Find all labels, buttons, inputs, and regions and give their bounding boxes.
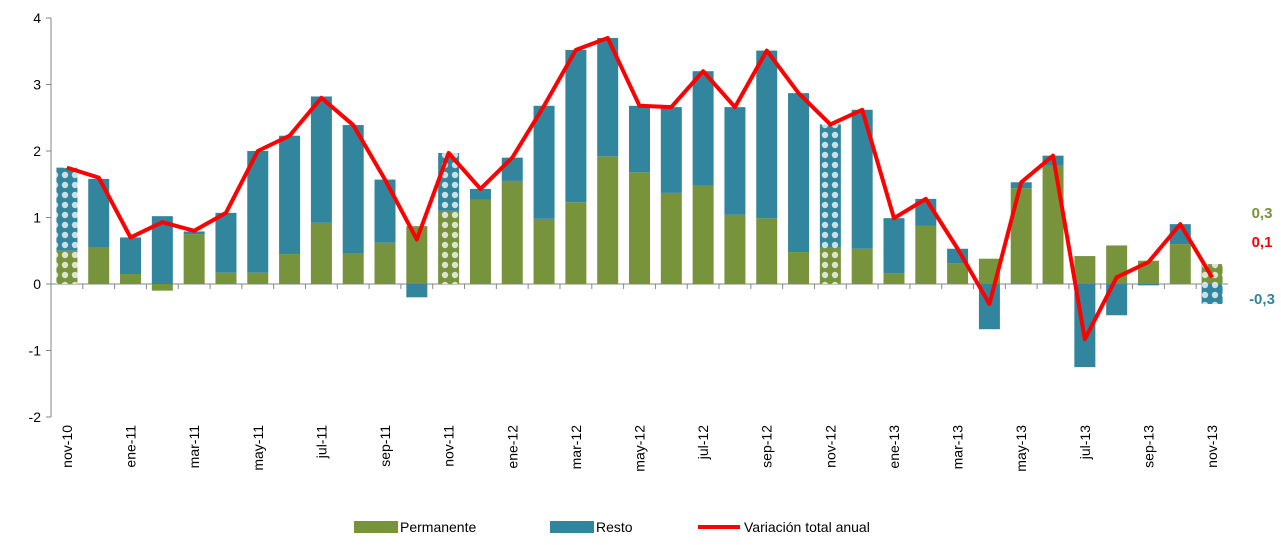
x-tick-label: jul-11: [313, 425, 329, 459]
bar: [533, 105, 555, 219]
bar: [851, 109, 873, 249]
bar: [851, 248, 873, 284]
annotation: -0,3: [1249, 291, 1275, 308]
bar: [724, 107, 746, 215]
x-tick-label: sep-11: [377, 425, 393, 467]
bar: [247, 272, 269, 284]
bar: [310, 96, 332, 223]
bar: [819, 124, 841, 248]
bar: [565, 49, 587, 203]
bar: [1042, 165, 1064, 284]
bar: [788, 93, 810, 253]
x-tick-label: sep-12: [759, 425, 775, 468]
legend-label: Variación total anual: [744, 519, 870, 535]
x-tick-label: ene-11: [123, 425, 139, 468]
bar: [215, 212, 237, 273]
bar: [692, 185, 714, 284]
bar: [756, 218, 778, 284]
bar: [915, 225, 937, 284]
x-tick-label: nov-10: [59, 425, 75, 468]
bar: [629, 105, 650, 173]
x-tick-label: mar-13: [950, 425, 966, 470]
bar: [120, 237, 142, 275]
legend-swatch: [354, 521, 398, 533]
bar: [374, 179, 396, 243]
bar: [1137, 284, 1159, 286]
x-tick-label: nov-11: [441, 425, 457, 467]
bar: [883, 218, 905, 274]
legend-swatch: [550, 521, 594, 533]
bar: [947, 263, 969, 284]
x-tick-label: mar-11: [186, 425, 202, 469]
bar: [469, 199, 491, 284]
bar: [88, 247, 110, 284]
bar: [756, 50, 778, 219]
x-tick-label: jul-12: [695, 425, 711, 460]
bar: [342, 253, 364, 284]
bar: [565, 202, 587, 284]
bar: [597, 37, 619, 157]
x-tick-label: nov-13: [1204, 425, 1220, 468]
bar: [819, 247, 841, 284]
bar: [533, 218, 555, 284]
bar: [469, 188, 491, 200]
y-tick-label: 1: [33, 210, 41, 226]
bar: [501, 157, 523, 181]
x-tick-label: ene-12: [504, 425, 520, 469]
x-tick-label: mar-12: [568, 425, 584, 470]
legend-label: Resto: [596, 519, 633, 535]
bar: [406, 226, 428, 284]
bar: [374, 242, 396, 284]
bar: [279, 135, 301, 255]
bar: [151, 284, 173, 291]
legend-label: Permanente: [400, 519, 476, 535]
x-tick-label: nov-12: [822, 425, 838, 468]
x-tick-label: sep-13: [1140, 425, 1156, 468]
bar: [692, 71, 714, 186]
y-tick-label: 0: [33, 276, 41, 292]
bar: [1010, 188, 1032, 284]
y-tick-label: 2: [33, 143, 41, 159]
bar: [788, 252, 810, 284]
bar: [597, 156, 619, 284]
bar: [724, 214, 746, 284]
bar: [342, 125, 364, 254]
bar: [215, 272, 237, 284]
bar: [1201, 284, 1223, 304]
x-tick-label: ene-13: [886, 425, 902, 469]
y-tick-label: 4: [33, 10, 41, 26]
x-tick-label: jul-13: [1077, 425, 1093, 460]
x-tick-label: may-13: [1013, 425, 1029, 472]
bar: [279, 254, 301, 284]
annotation: 0,3: [1252, 205, 1273, 222]
line: [66, 35, 1214, 342]
y-tick-label: 3: [33, 77, 41, 93]
x-tick-label: may-12: [632, 425, 648, 472]
bar: [438, 210, 460, 284]
bar: [406, 284, 428, 298]
bar: [629, 172, 650, 284]
bar: [120, 274, 142, 284]
bar: [56, 167, 78, 251]
x-tick-label: may-11: [250, 425, 266, 471]
bar: [660, 192, 682, 284]
bar: [183, 234, 205, 284]
bar: [88, 178, 110, 248]
bar: [247, 151, 269, 273]
bar: [883, 273, 905, 284]
bar: [660, 107, 682, 193]
bar: [1074, 256, 1096, 284]
y-tick-label: -1: [29, 343, 42, 359]
bar: [56, 250, 78, 284]
annotation: 0,1: [1252, 234, 1273, 251]
bar: [310, 222, 332, 284]
bar: [501, 180, 523, 284]
bar: [151, 216, 173, 284]
y-tick-label: -2: [29, 409, 42, 425]
bar: [1169, 244, 1191, 284]
